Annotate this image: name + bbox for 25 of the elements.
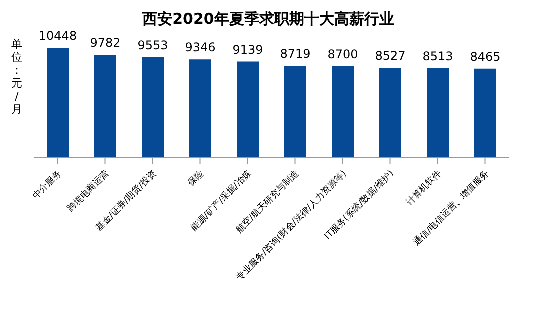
x-tick-label: 计算机软件 xyxy=(404,168,444,208)
bar xyxy=(284,66,306,158)
data-label: 10448 xyxy=(38,29,78,43)
bar xyxy=(190,60,212,158)
data-label: 9782 xyxy=(90,36,121,50)
y-axis-title: 单位：元/月 xyxy=(10,38,24,116)
data-label: 9346 xyxy=(185,40,216,55)
data-label: 8719 xyxy=(280,47,311,62)
bar xyxy=(142,57,164,158)
bar xyxy=(237,62,259,158)
x-tick-label: 中介服务 xyxy=(30,168,64,202)
data-label: 8527 xyxy=(375,49,406,64)
data-label: 8465 xyxy=(470,50,501,64)
chart-title: 西安2020年夏季求职期十大高薪行业 xyxy=(142,9,396,30)
data-label: 8513 xyxy=(422,49,454,64)
bar xyxy=(474,68,496,158)
data-label: 9139 xyxy=(232,42,264,57)
bar xyxy=(380,68,402,158)
data-label: 9553 xyxy=(138,38,168,52)
bar xyxy=(94,55,116,158)
bar xyxy=(47,48,69,158)
bar xyxy=(332,66,354,158)
x-tick-label: 保险 xyxy=(186,168,206,189)
data-label: 8700 xyxy=(328,47,358,62)
bar xyxy=(427,68,449,158)
